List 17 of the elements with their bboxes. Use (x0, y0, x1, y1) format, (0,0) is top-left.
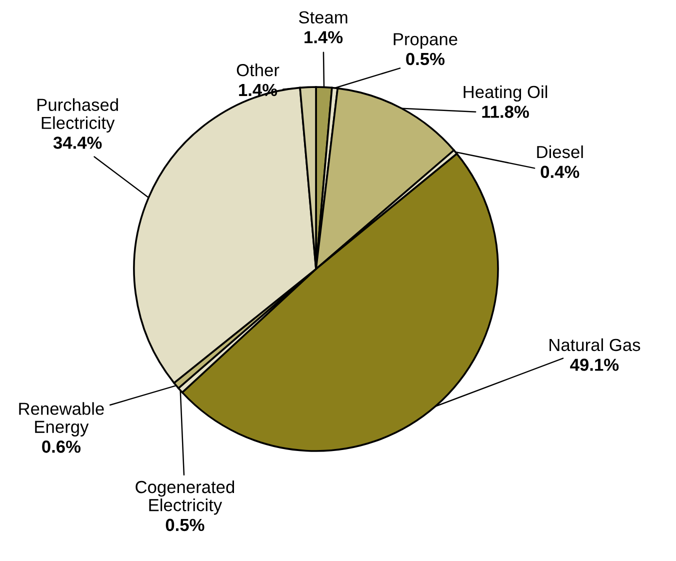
data-label: 0.6% (42, 440, 81, 453)
slice-label: Propane (394, 33, 458, 49)
slice-label: Purchased Electricity (38, 98, 118, 132)
slice-label: Natural Gas (550, 338, 640, 352)
slice-label: Diesel (537, 145, 583, 158)
data-label: 0.4% (540, 166, 580, 178)
data-label: 0.5% (166, 518, 204, 532)
slice-label: Renewable Energy (19, 402, 104, 436)
data-label: 11.8% (482, 106, 529, 118)
data-label: 1.4% (304, 31, 343, 44)
slice-label: Cogenerated Electricity (136, 480, 234, 515)
slice-label: Steam (298, 11, 348, 24)
data-label: 49.1% (570, 358, 619, 371)
data-label: 34.4% (53, 136, 102, 149)
data-label: 0.5% (406, 52, 445, 66)
slice-label: Heating Oil (464, 85, 548, 102)
slice-label: Other (236, 64, 280, 76)
